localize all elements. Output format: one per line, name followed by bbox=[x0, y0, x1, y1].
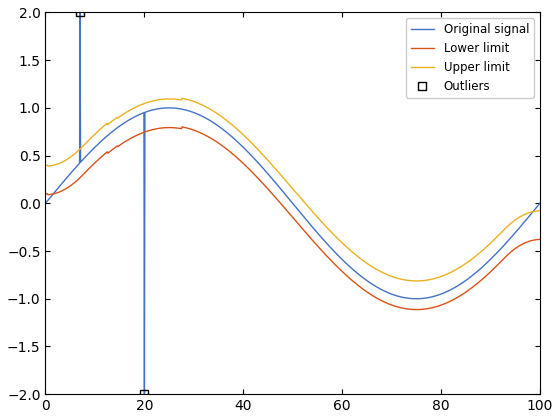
Lower limit bbox=[92, 159, 99, 164]
Original signal bbox=[243, 148, 250, 153]
Lower limit bbox=[428, 305, 435, 310]
Original signal bbox=[42, 201, 49, 206]
Original signal bbox=[77, 10, 83, 15]
Original signal bbox=[428, 294, 435, 299]
Lower limit bbox=[382, 300, 389, 305]
Line: Original signal: Original signal bbox=[45, 13, 540, 394]
Original signal bbox=[93, 143, 100, 148]
Lower limit bbox=[260, 182, 267, 187]
Lower limit bbox=[179, 124, 185, 129]
Lower limit bbox=[42, 191, 49, 196]
Original signal bbox=[437, 291, 444, 297]
Original signal bbox=[261, 167, 268, 172]
Legend: Original signal, Lower limit, Upper limit, Outliers: Original signal, Lower limit, Upper limi… bbox=[406, 18, 534, 97]
Lower limit bbox=[437, 303, 444, 308]
Upper limit bbox=[179, 96, 185, 101]
Upper limit bbox=[536, 208, 543, 213]
Original signal bbox=[536, 201, 543, 206]
Line: Upper limit: Upper limit bbox=[45, 98, 540, 281]
Upper limit bbox=[413, 278, 420, 284]
Original signal bbox=[141, 392, 148, 397]
Lower limit bbox=[413, 307, 420, 312]
Original signal bbox=[382, 289, 389, 294]
Upper limit bbox=[437, 274, 444, 279]
Line: Lower limit: Lower limit bbox=[45, 127, 540, 310]
Lower limit bbox=[536, 237, 543, 242]
Upper limit bbox=[242, 135, 249, 140]
Upper limit bbox=[382, 271, 389, 276]
Upper limit bbox=[92, 131, 99, 136]
Upper limit bbox=[42, 163, 49, 168]
Upper limit bbox=[428, 277, 435, 282]
Lower limit bbox=[242, 163, 249, 168]
Upper limit bbox=[260, 153, 267, 158]
